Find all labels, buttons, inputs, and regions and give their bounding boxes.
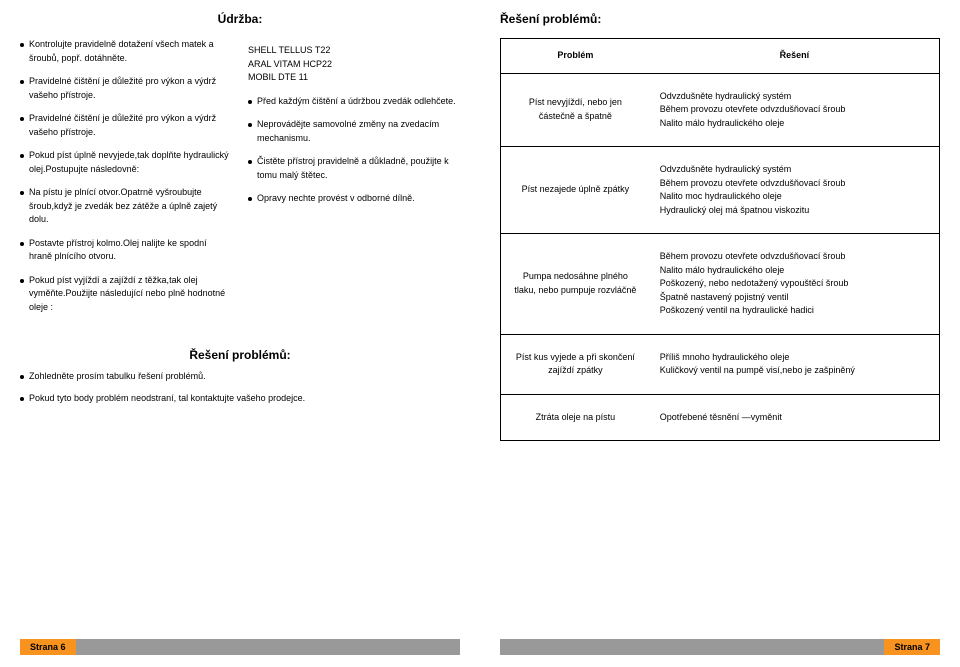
bullet-icon — [20, 242, 24, 246]
left-col1: Kontrolujte pravidelně dotažení všech ma… — [20, 38, 232, 324]
left-subheading: Řešení problémů: — [20, 348, 460, 362]
bullet-icon — [20, 279, 24, 283]
list-item: Pokud píst úplně nevyjede,tak doplňte hy… — [20, 149, 232, 176]
text: Kontrolujte pravidelně dotažení všech ma… — [29, 38, 232, 65]
bullet-icon — [20, 117, 24, 121]
left-title: Údržba: — [20, 12, 460, 26]
bullet-icon — [20, 154, 24, 158]
list-item: Před každým čištění a údržbou zvedák odl… — [248, 95, 460, 109]
note-item: Pokud tyto body problém neodstraní, tal … — [20, 392, 460, 406]
bullet-icon — [20, 191, 24, 195]
cell-problem: Píst nevyjíždí, nebo jen částečně a špat… — [501, 73, 650, 147]
list-item: Na pístu je plnící otvor.Opatrně vyšroub… — [20, 186, 232, 227]
bullet-icon — [20, 375, 24, 379]
bullet-icon — [20, 80, 24, 84]
cell-problem: Pumpa nedosáhne plného tlaku, nebo pumpu… — [501, 234, 650, 335]
cell-problem: Ztráta oleje na pístu — [501, 394, 650, 441]
text: SHELL TELLUS T22 — [248, 44, 460, 58]
bullet-icon — [248, 123, 252, 127]
cell-solution: Během provozu otevřete odvzdušňovací šro… — [650, 234, 940, 335]
bullet-icon — [248, 100, 252, 104]
text: Zohledněte prosím tabulku řešení problém… — [29, 370, 460, 384]
cell-solution: Příliš mnoho hydraulického olejeKuličkov… — [650, 334, 940, 394]
list-item: Opravy nechte provést v odborné dílně. — [248, 192, 460, 206]
table-row: Píst nevyjíždí, nebo jen částečně a špat… — [501, 73, 940, 147]
list-item: Pravidelné čištění je důležité pro výkon… — [20, 75, 232, 102]
text: Pravidelné čištění je důležité pro výkon… — [29, 75, 232, 102]
cell-solution: Odvzdušněte hydraulický systémBěhem prov… — [650, 147, 940, 234]
table-row: Pumpa nedosáhne plného tlaku, nebo pumpu… — [501, 234, 940, 335]
cell-problem: Píst kus vyjede a při skončení zajíždí z… — [501, 334, 650, 394]
note-item: Zohledněte prosím tabulku řešení problém… — [20, 370, 460, 384]
right-title: Řešení problémů: — [500, 12, 940, 26]
text: Pokud píst úplně nevyjede,tak doplňte hy… — [29, 149, 232, 176]
header-problem: Problém — [501, 39, 650, 74]
footer-page-right: Strana 7 — [884, 639, 940, 655]
text: Pravidelné čištění je důležité pro výkon… — [29, 112, 232, 139]
footer-page-left: Strana 6 — [20, 639, 76, 655]
list-item: Neprovádějte samovolné změny na zvedacím… — [248, 118, 460, 145]
text: Postavte přístroj kolmo.Olej nalijte ke … — [29, 237, 232, 264]
text: MOBIL DTE 11 — [248, 71, 460, 85]
left-columns: Kontrolujte pravidelně dotažení všech ma… — [20, 38, 460, 324]
table-header-row: Problém Řešení — [501, 39, 940, 74]
list-item: Pravidelné čištění je důležité pro výkon… — [20, 112, 232, 139]
list-item: Čistěte přístroj pravidelně a důkladně, … — [248, 155, 460, 182]
text: Pokud píst vyjíždí a zajíždí z těžka,tak… — [29, 274, 232, 315]
cell-solution: Odvzdušněte hydraulický systémBěhem prov… — [650, 73, 940, 147]
left-col2: SHELL TELLUS T22 ARAL VITAM HCP22 MOBIL … — [248, 38, 460, 324]
list-item: Pokud píst vyjíždí a zajíždí z těžka,tak… — [20, 274, 232, 315]
header-solution: Řešení — [650, 39, 940, 74]
text: Neprovádějte samovolné změny na zvedacím… — [257, 118, 460, 145]
bullet-icon — [20, 397, 24, 401]
table-row: Píst kus vyjede a při skončení zajíždí z… — [501, 334, 940, 394]
page-left: Údržba: Kontrolujte pravidelně dotažení … — [0, 0, 480, 667]
bullet-icon — [248, 160, 252, 164]
cell-solution: Opotřebené těsnění —vyměnit — [650, 394, 940, 441]
list-item: Postavte přístroj kolmo.Olej nalijte ke … — [20, 237, 232, 264]
table-row: Píst nezajede úplně zpátky Odvzdušněte h… — [501, 147, 940, 234]
trouble-table: Problém Řešení Píst nevyjíždí, nebo jen … — [500, 38, 940, 441]
text: Před každým čištění a údržbou zvedák odl… — [257, 95, 460, 109]
page-right: Řešení problémů: Problém Řešení Píst nev… — [480, 0, 960, 667]
footer-bar — [500, 639, 940, 655]
text: ARAL VITAM HCP22 — [248, 58, 460, 72]
list-item: Kontrolujte pravidelně dotažení všech ma… — [20, 38, 232, 65]
text: Na pístu je plnící otvor.Opatrně vyšroub… — [29, 186, 232, 227]
text: Pokud tyto body problém neodstraní, tal … — [29, 392, 460, 406]
bullet-icon — [248, 197, 252, 201]
text: Čistěte přístroj pravidelně a důkladně, … — [257, 155, 460, 182]
footer-bar — [20, 639, 460, 655]
text: Opravy nechte provést v odborné dílně. — [257, 192, 460, 206]
table-row: Ztráta oleje na pístu Opotřebené těsnění… — [501, 394, 940, 441]
oil-list: SHELL TELLUS T22 ARAL VITAM HCP22 MOBIL … — [248, 44, 460, 85]
bullet-icon — [20, 43, 24, 47]
cell-problem: Píst nezajede úplně zpátky — [501, 147, 650, 234]
